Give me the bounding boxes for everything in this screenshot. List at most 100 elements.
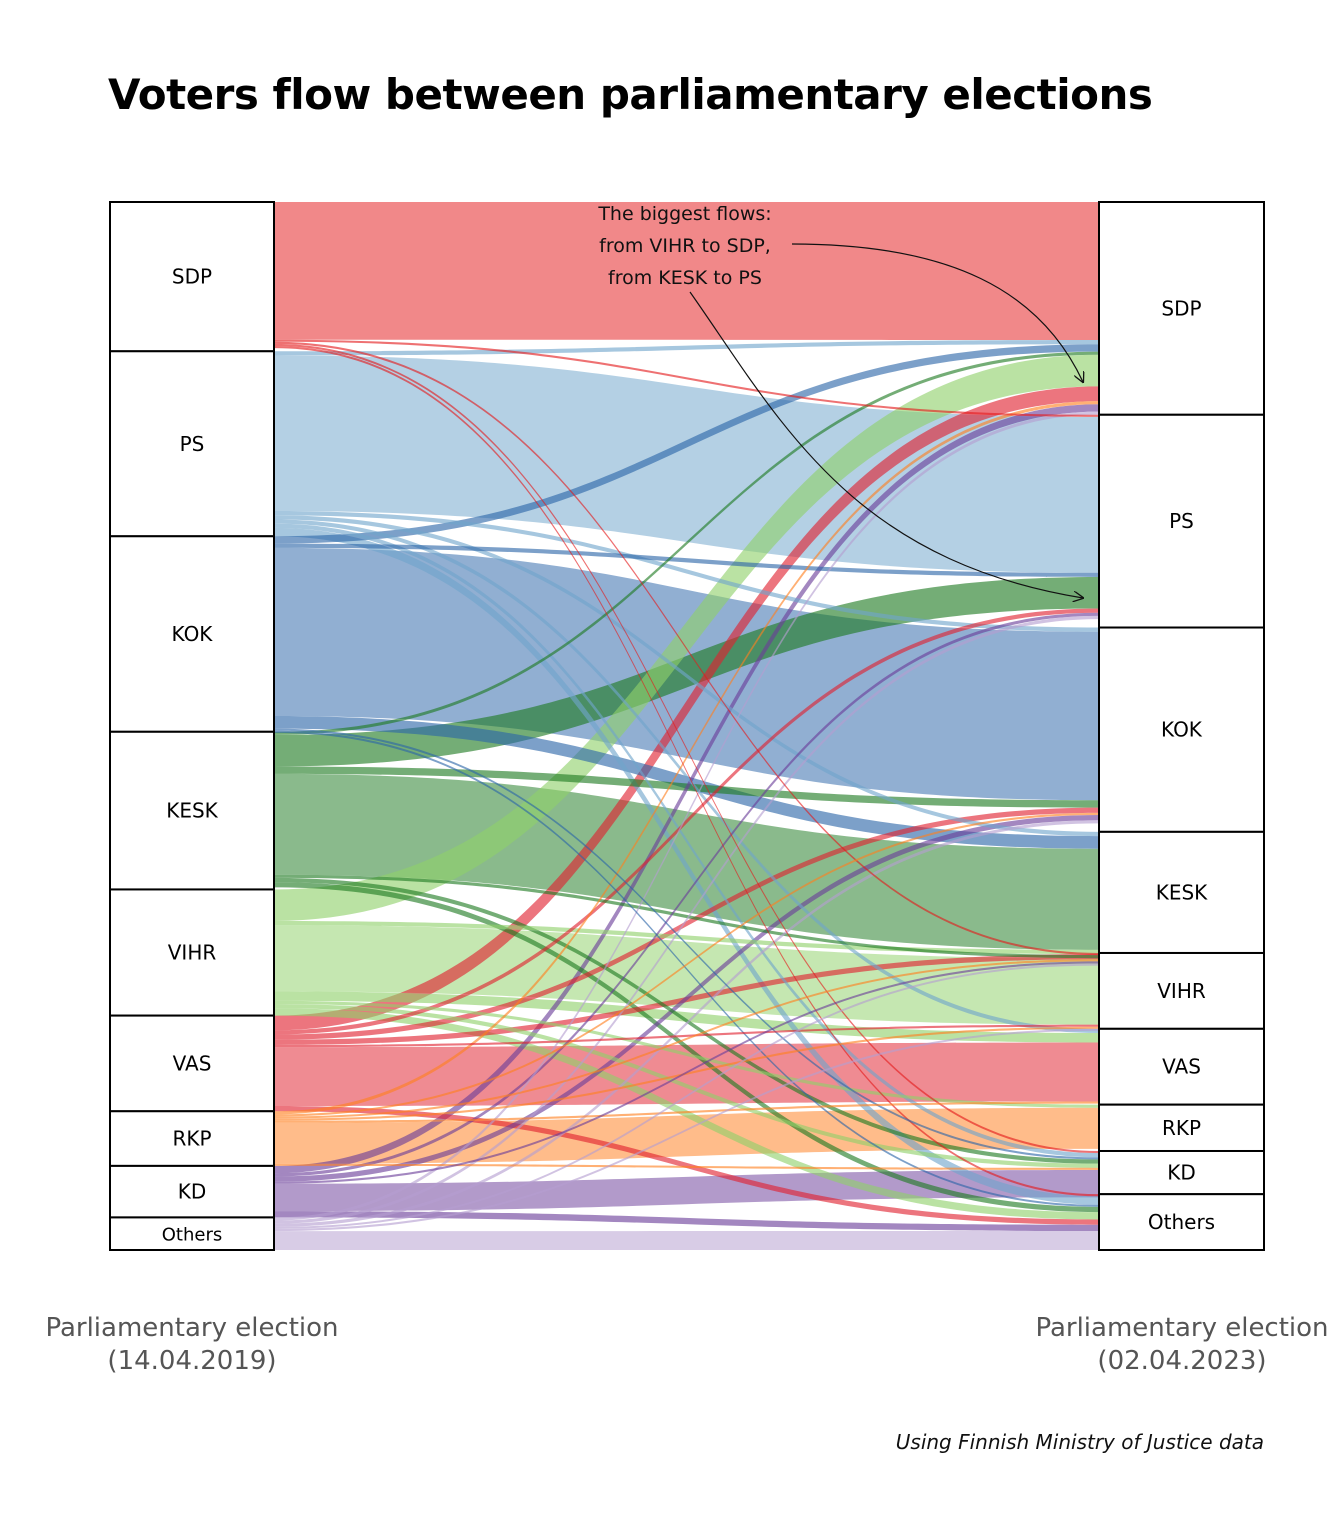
node-2019-vihr: VIHR <box>109 888 275 1017</box>
node-2019-kok: KOK <box>109 535 275 733</box>
node-label: KD <box>178 1180 207 1204</box>
flow-kd-to-kesk <box>274 961 1099 1184</box>
node-label: KD <box>1167 1161 1196 1185</box>
node-2023-kok: KOK <box>1098 626 1265 833</box>
flow-others-to-ps <box>274 615 1099 1224</box>
node-box <box>1098 1193 1265 1251</box>
flow-kd-to-ps <box>274 612 1099 1177</box>
right-axis-label-line: Parliamentary election <box>1035 1313 1329 1343</box>
flow-others-to-sdp <box>274 411 1099 1221</box>
annotation-line: The biggest flows: <box>598 203 772 225</box>
node-2023-others: Others <box>1098 1193 1265 1251</box>
flow-vas-to-vihr <box>274 1024 1099 1048</box>
flow-kok-to-others <box>274 730 1099 1207</box>
node-label: KOK <box>1161 718 1203 742</box>
node-2019-kd: KD <box>109 1164 275 1219</box>
annotation-line: from VIHR to SDP, <box>599 235 771 257</box>
flow-ps-to-kesk <box>274 515 1099 837</box>
flow-ps-to-vas <box>274 519 1099 1034</box>
flow-sdp-to-others <box>274 346 1099 1197</box>
node-box <box>1098 413 1265 629</box>
flow-ps-to-ps <box>274 355 1099 573</box>
left-axis-label: Parliamentary election (14.04.2019) <box>22 1312 362 1378</box>
flow-sdp-to-ps <box>274 339 1099 417</box>
right-axis-label-date: (02.04.2023) <box>1097 1346 1267 1376</box>
flow-rkp-to-kok <box>274 812 1099 1117</box>
flow-vihr-to-sdp <box>274 354 1099 921</box>
node-label: VIHR <box>1157 979 1206 1003</box>
flow-rkp-to-kd <box>274 1163 1099 1170</box>
flow-layer <box>274 202 1099 1250</box>
node-box <box>1098 1149 1265 1196</box>
flow-sdp-to-vihr <box>274 341 1099 956</box>
left-axis-label-date: (14.04.2019) <box>107 1346 277 1376</box>
flow-kesk-to-ps <box>274 576 1099 767</box>
node-label: Others <box>1148 1210 1215 1234</box>
node-box <box>1098 830 1265 954</box>
flow-ps-to-kok <box>274 511 1099 632</box>
flow-vas-to-others <box>274 1105 1099 1225</box>
node-2019-sdp: SDP <box>109 201 275 353</box>
node-box <box>1098 626 1265 833</box>
flow-vas-to-ps <box>274 608 1099 1035</box>
flow-kesk-to-kd <box>274 877 1099 1164</box>
flow-ps-to-kd <box>274 523 1099 1158</box>
node-box <box>109 1110 275 1167</box>
chart-title: Voters flow between parliamentary electi… <box>108 70 1153 119</box>
flow-kok-to-ps <box>274 543 1099 577</box>
node-2019-rkp: RKP <box>109 1110 275 1167</box>
node-2023-ps: PS <box>1098 413 1265 629</box>
node-2019-ps: PS <box>109 350 275 538</box>
flow-rkp-to-kesk <box>274 959 1099 1119</box>
node-label: SDP <box>1161 296 1201 320</box>
node-label: RKP <box>172 1127 211 1151</box>
flow-vihr-to-rkp <box>274 1000 1099 1108</box>
flow-rkp-to-sdp <box>274 401 1099 1115</box>
source-note: Using Finnish Ministry of Justice data <box>895 1430 1264 1454</box>
node-box <box>1098 201 1265 416</box>
annotation-line: from KESK to PS <box>608 267 762 289</box>
node-label: VAS <box>173 1051 212 1075</box>
node-2023-rkp: RKP <box>1098 1103 1265 1152</box>
node-box <box>1098 951 1265 1030</box>
node-box <box>109 888 275 1017</box>
flow-vihr-to-vas <box>274 991 1099 1043</box>
node-box <box>109 1164 275 1219</box>
node-label: VAS <box>1162 1055 1201 1079</box>
node-label: VIHR <box>168 941 217 965</box>
flow-vas-to-kok <box>274 807 1099 1040</box>
flow-others-to-kok <box>274 820 1099 1227</box>
flow-others-to-vihr <box>274 1028 1099 1232</box>
flow-vihr-to-others <box>274 1008 1099 1220</box>
flow-ps-to-sdp <box>274 339 1099 356</box>
node-2019-vas: VAS <box>109 1014 275 1113</box>
node-box <box>109 350 275 538</box>
flow-rkp-to-vas <box>274 1101 1099 1123</box>
node-2019-others: Others <box>109 1216 275 1251</box>
right-axis-label: Parliamentary election (02.04.2023) <box>1012 1312 1344 1378</box>
node-2023-vihr: VIHR <box>1098 951 1265 1030</box>
node-2019-kesk: KESK <box>109 730 275 891</box>
flow-kd-to-others <box>274 1211 1099 1232</box>
node-label: SDP <box>172 265 212 289</box>
annotation-arrows <box>689 243 1083 598</box>
flow-kesk-to-sdp <box>274 351 1099 735</box>
node-box <box>109 730 275 891</box>
node-2023-kd: KD <box>1098 1149 1265 1196</box>
flow-rkp-to-vihr <box>274 1026 1099 1121</box>
node-2023-vas: VAS <box>1098 1027 1265 1106</box>
left-axis-label-line: Parliamentary election <box>45 1313 339 1343</box>
node-label: KESK <box>1156 880 1208 904</box>
node-layer: SDP PS KOK KESK VIHR VAS RKP KD Others SDP PS KOK KE… <box>109 201 1265 1251</box>
flow-others-to-kesk <box>274 963 1099 1229</box>
node-box <box>109 1014 275 1113</box>
node-2023-kesk: KESK <box>1098 830 1265 954</box>
flow-kok-to-sdp <box>274 344 1099 544</box>
flow-kok-to-kesk <box>274 716 1099 849</box>
node-label: PS <box>180 432 205 456</box>
flow-kok-to-kd <box>274 728 1099 1160</box>
node-box <box>109 1216 275 1251</box>
flow-ps-to-others <box>274 527 1099 1205</box>
flow-kesk-to-others <box>274 882 1099 1213</box>
